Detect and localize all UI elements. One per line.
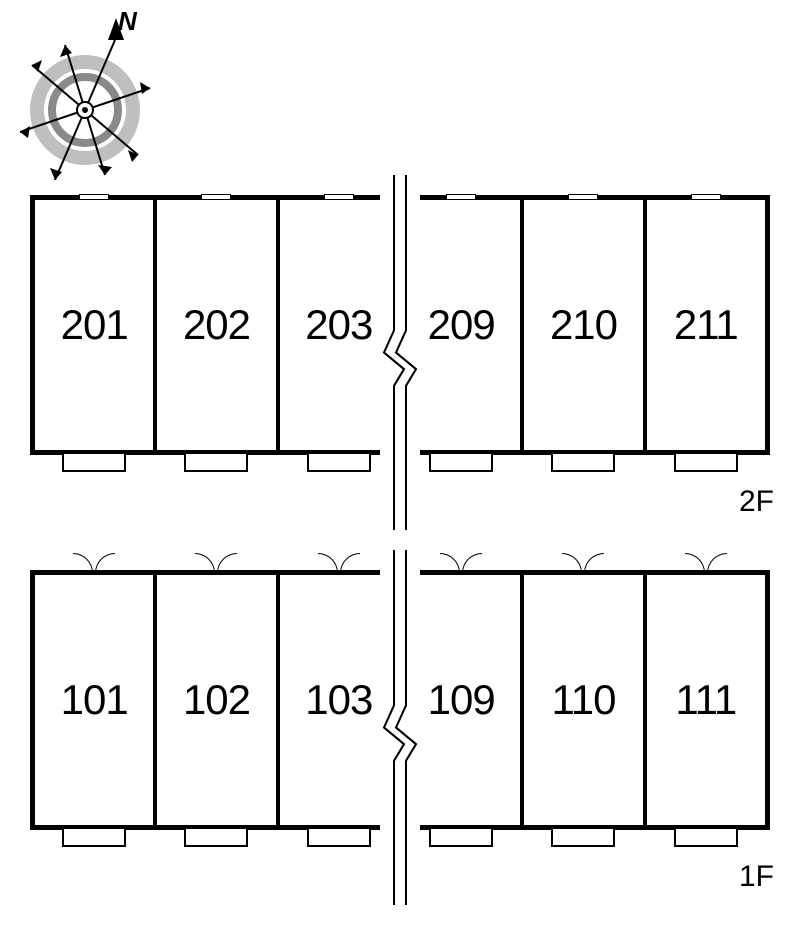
balcony-icon [429, 827, 493, 847]
floorplan-canvas: N [0, 0, 800, 940]
compass: N [20, 10, 160, 180]
balcony-icon [307, 827, 371, 847]
balcony-icon [674, 827, 738, 847]
balcony-icon [429, 452, 493, 472]
unit-202: 202 [157, 200, 279, 450]
floor-label: 1F [739, 860, 774, 894]
section-break-icon [380, 175, 420, 530]
unit-number: 110 [551, 676, 615, 724]
unit-number: 202 [183, 301, 250, 349]
unit-111: 111 [647, 575, 765, 825]
unit-110: 110 [524, 575, 646, 825]
unit-number: 203 [305, 301, 372, 349]
door-swing-icon [157, 553, 275, 575]
balcony-icon [551, 827, 615, 847]
unit-210: 210 [524, 200, 646, 450]
floor-2F: 2012022032092102112F [30, 195, 770, 495]
unit-109: 109 [402, 575, 524, 825]
door-swing-icon [647, 553, 765, 575]
window-mark-icon [324, 194, 354, 200]
unit-number: 210 [550, 301, 617, 349]
window-mark-icon [568, 194, 598, 200]
unit-number: 211 [674, 301, 738, 349]
balcony-icon [674, 452, 738, 472]
unit-number: 111 [675, 676, 736, 724]
balcony-icon [184, 452, 248, 472]
unit-number: 103 [305, 676, 372, 724]
balcony-icon [307, 452, 371, 472]
section-break-icon [380, 550, 420, 905]
door-swing-icon [35, 553, 153, 575]
balcony-icon [551, 452, 615, 472]
window-mark-icon [201, 194, 231, 200]
unit-number: 209 [428, 301, 495, 349]
window-mark-icon [691, 194, 721, 200]
door-swing-icon [524, 553, 642, 575]
window-mark-icon [79, 194, 109, 200]
balcony-icon [62, 827, 126, 847]
unit-number: 201 [61, 301, 128, 349]
compass-icon: N [20, 10, 160, 180]
unit-211: 211 [647, 200, 765, 450]
balcony-icon [62, 452, 126, 472]
unit-number: 102 [183, 676, 250, 724]
unit-number: 101 [61, 676, 128, 724]
unit-209: 209 [402, 200, 524, 450]
floor-1F: 1011021031091101111F [30, 570, 770, 870]
unit-201: 201 [35, 200, 157, 450]
unit-number: 109 [428, 676, 495, 724]
balcony-icon [184, 827, 248, 847]
floor-label: 2F [739, 485, 774, 519]
unit-102: 102 [157, 575, 279, 825]
window-mark-icon [446, 194, 476, 200]
unit-101: 101 [35, 575, 157, 825]
